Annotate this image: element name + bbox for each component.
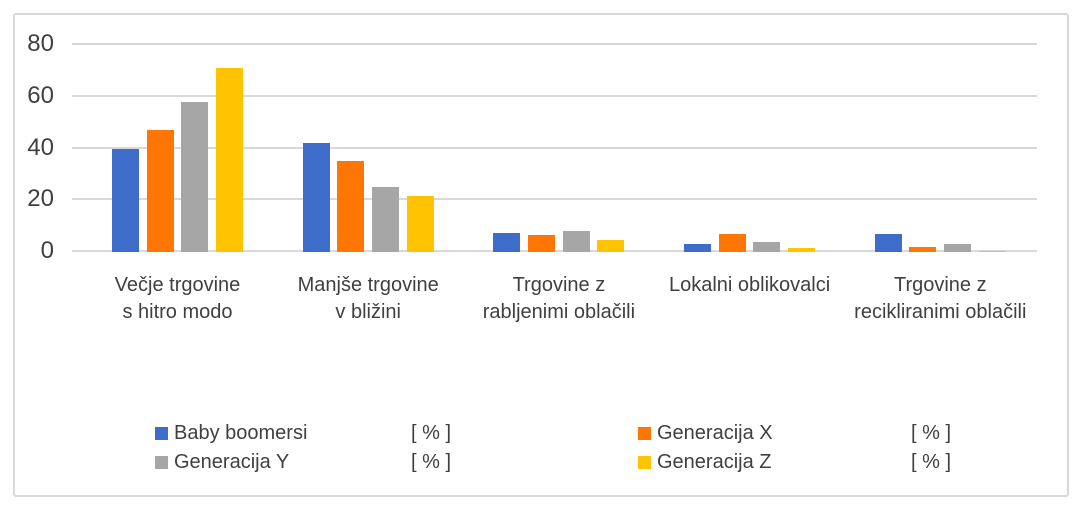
bar (874, 233, 902, 252)
bar (216, 68, 244, 252)
y-axis-tick-label: 20 (27, 185, 54, 213)
gridline (72, 43, 1037, 45)
legend-item: Generacija X [ % ] (638, 420, 951, 447)
legend-entry: Generacija Z (638, 451, 772, 474)
legend-item: Generacija Y [ % ] (155, 449, 451, 476)
bar (181, 101, 209, 252)
gridline (72, 146, 1037, 149)
legend-entry: Generacija X (638, 422, 773, 445)
bar (944, 244, 972, 252)
bar (111, 148, 139, 252)
chart-frame (13, 13, 1069, 497)
bar (302, 143, 330, 252)
bar (718, 233, 746, 252)
legend-unit-label: [ % ] (910, 451, 951, 473)
legend-series-name: Baby boomersi (174, 422, 308, 444)
legend-item: Generacija Z [ % ] (638, 449, 951, 476)
legend-entry: Generacija Y (155, 451, 289, 474)
legend-series-name: Generacija Y (174, 451, 290, 473)
legend-unit-label: [ % ] (910, 422, 951, 444)
bar (406, 196, 434, 252)
legend-series-name: Generacija Z (657, 451, 772, 473)
bar (562, 231, 590, 252)
y-axis-tick-label: 60 (27, 81, 54, 109)
legend-swatch-icon (155, 427, 168, 440)
legend-unit-label: [ % ] (410, 451, 451, 473)
y-axis-tick-label: 80 (27, 30, 54, 57)
gridline (72, 94, 1037, 97)
bar (909, 246, 937, 252)
bar (146, 130, 174, 252)
legend-entry: Baby boomersi (155, 422, 307, 445)
legend-swatch-icon (155, 456, 168, 469)
bar (788, 248, 816, 252)
x-axis-label: Lokalni oblikovalci (668, 274, 831, 296)
y-axis-tick-label: 40 (27, 133, 54, 161)
legend-unit-label: [ % ] (410, 422, 451, 444)
bar (753, 241, 781, 252)
y-axis-tick-label: 0 (40, 237, 54, 264)
legend-series-name: Generacija X (657, 422, 773, 444)
x-axis-label: Manjše trgovine v bližini (297, 274, 439, 323)
x-axis-label: Trgovine z rabljenimi oblačili (482, 274, 636, 323)
legend-swatch-icon (638, 427, 651, 440)
bar (684, 244, 712, 252)
bar (372, 187, 400, 252)
bar (597, 240, 625, 252)
gridline (72, 198, 1037, 201)
bar (528, 235, 556, 252)
bar (493, 232, 521, 252)
x-axis-label: Večje trgovine s hitro modo (114, 274, 241, 323)
legend-item: Baby boomersi [ % ] (155, 420, 451, 447)
legend-swatch-icon (638, 456, 651, 469)
bar (978, 250, 1006, 252)
x-axis-label: Trgovine z recikliranimi oblačili (854, 274, 1027, 323)
bar (337, 161, 365, 252)
